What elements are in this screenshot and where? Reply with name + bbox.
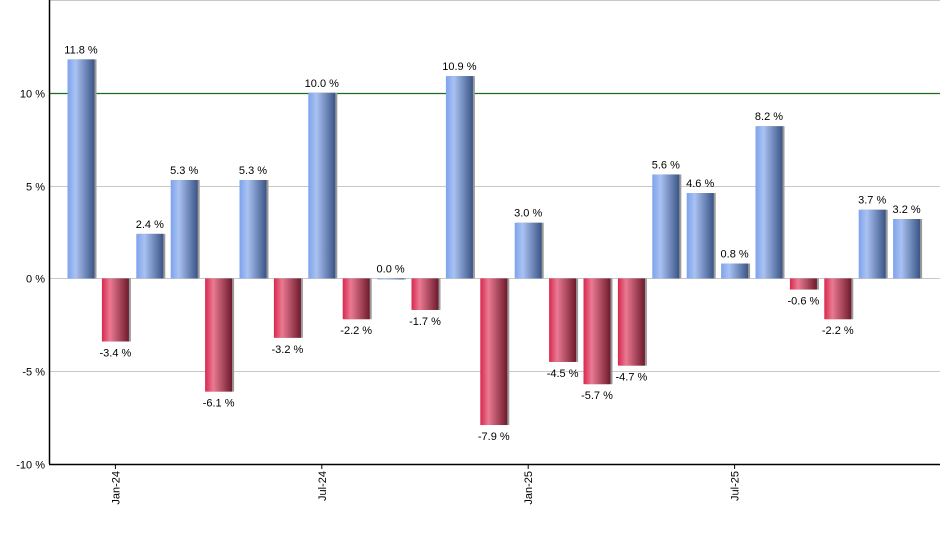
bar [67,59,95,279]
bars: 11.8 % -3.4 % 2.4 % 5.3 % -6.1 % 5.3 % -3.2 % 1… [64,44,923,443]
data-label: 5.6 % [652,159,680,171]
data-label: 0.0 % [377,263,405,275]
bar [377,278,405,280]
data-label: -3.4 % [100,348,132,360]
bar [308,92,336,279]
data-label: 4.6 % [686,178,714,190]
data-label: 5.3 % [170,165,198,177]
bar [239,180,267,279]
y-tick-label: -10 % [16,460,45,472]
bar [170,180,198,279]
data-label: 5.3 % [239,165,267,177]
bar [411,278,439,310]
bar [549,278,577,362]
y-tick-label: 5 % [26,182,45,194]
bar [858,209,886,279]
bar [514,222,542,279]
bar [101,278,129,342]
data-label: -4.7 % [616,372,648,384]
data-label: -2.2 % [822,325,854,337]
bar [617,278,645,366]
bar [824,278,852,320]
data-label: 10.9 % [442,61,476,73]
data-label: -5.7 % [581,390,613,402]
y-tick-label: -5 % [22,367,45,379]
bar [445,76,473,279]
bar [755,126,783,279]
data-label: -3.2 % [272,344,304,356]
bar [480,278,508,426]
x-tick-label: Jan-25 [523,471,535,505]
data-label: 0.8 % [721,249,749,261]
data-label: -0.6 % [788,296,820,308]
data-label: 2.4 % [136,219,164,231]
data-label: -1.7 % [409,316,441,328]
x-tick-label: Jan-24 [110,471,122,505]
data-label: -2.2 % [340,325,372,337]
axes: 10 % 5 % 0 % -5 % -10 % Jan-24 Jul-24 Jan-25 Jul… [16,0,940,505]
data-label: 8.2 % [755,111,783,123]
y-tick-label: 10 % [20,89,45,101]
bar [789,278,817,290]
bar [893,219,921,279]
bar [721,263,749,279]
bar [686,193,714,279]
bar [205,278,233,392]
data-label: 3.7 % [858,195,886,207]
data-label: -7.9 % [478,431,510,443]
x-tick-label: Jul-24 [317,471,329,501]
bar [652,174,680,279]
data-label: 3.2 % [893,204,921,216]
data-label: -6.1 % [203,398,235,410]
data-label: 11.8 % [64,44,98,56]
y-tick-label: 0 % [26,274,45,286]
data-label: -4.5 % [547,368,579,380]
bar [583,278,611,385]
data-label: 10.0 % [305,78,339,90]
bar [273,278,301,338]
data-label: 3.0 % [514,208,542,220]
bar [136,233,164,279]
x-tick-label: Jul-25 [730,471,742,501]
bar [342,278,370,320]
